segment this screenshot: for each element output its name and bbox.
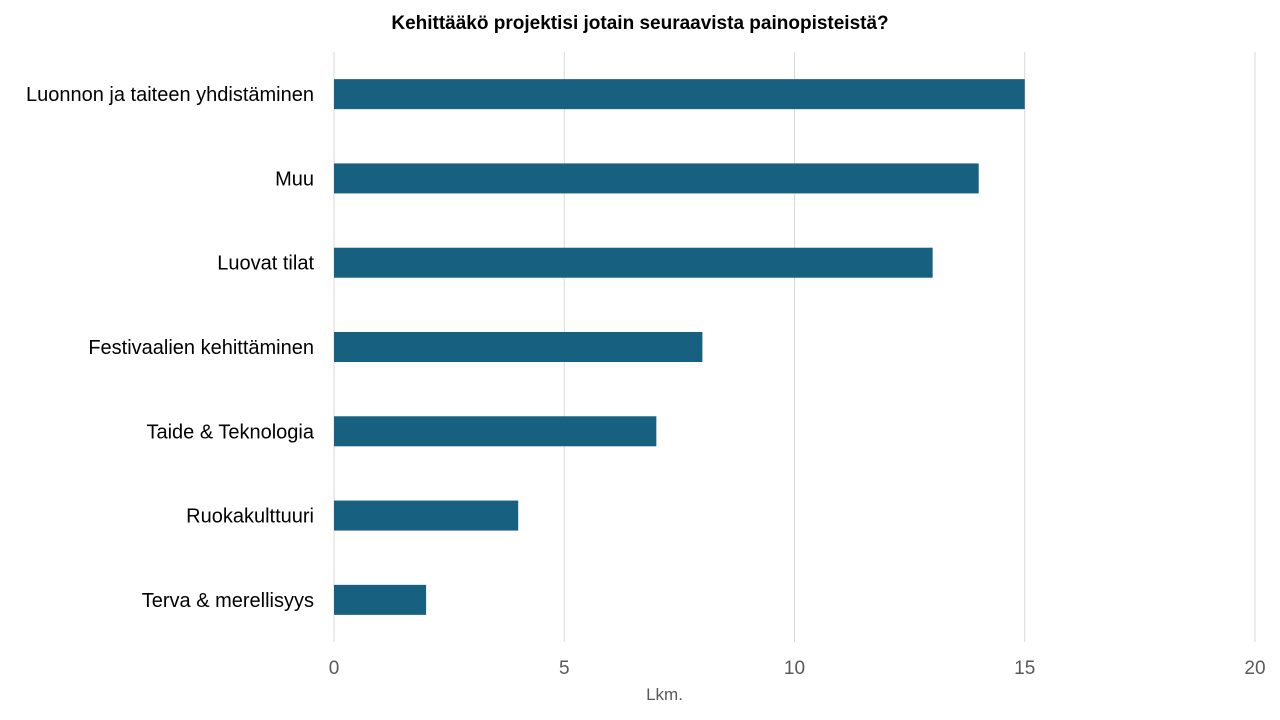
x-tick-labels: 0 5 10 15 20	[329, 658, 1266, 679]
chart-title: Kehittääkö projektisi jotain seuraavista…	[391, 13, 889, 34]
bar	[334, 584, 427, 615]
category-label: Luonnon ja taiteen yhdistäminen	[26, 84, 314, 106]
bar	[334, 247, 933, 278]
x-tick-label: 0	[329, 658, 340, 679]
category-label: Terva & merellisyys	[142, 590, 314, 612]
category-label: Ruokakulttuuri	[186, 506, 314, 528]
bars	[334, 79, 1025, 615]
x-axis-title: Lkm.	[646, 685, 683, 704]
category-label: Muu	[275, 168, 314, 190]
bar	[334, 332, 703, 362]
category-label: Festivaalien kehittäminen	[88, 337, 314, 359]
category-labels: Luonnon ja taiteen yhdistäminen Muu Luovat…	[26, 84, 315, 612]
category-label: Taide & Teknologia	[146, 421, 314, 443]
x-tick-label: 5	[559, 658, 570, 679]
bar	[334, 500, 519, 531]
bar	[334, 79, 1025, 110]
category-label: Luovat tilat	[217, 253, 314, 275]
bar	[334, 163, 979, 194]
bar	[334, 416, 657, 447]
x-tick-label: 20	[1244, 658, 1265, 679]
x-tick-label: 15	[1014, 658, 1035, 679]
x-tick-label: 10	[784, 658, 805, 679]
